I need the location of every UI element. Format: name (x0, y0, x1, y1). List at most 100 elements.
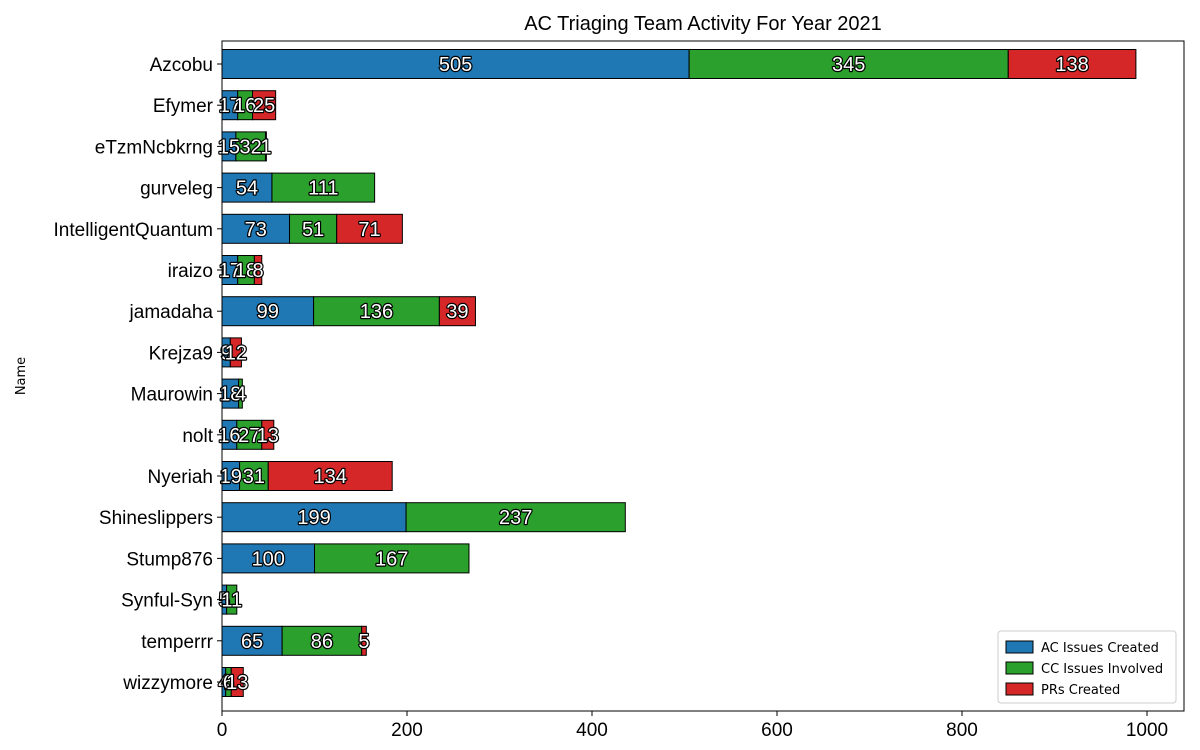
value-label: 18 (235, 260, 257, 282)
bar-segment (230, 667, 244, 697)
bar-segment (252, 90, 277, 121)
legend: AC Issues Created CC Issues Involved PRs C… (997, 630, 1177, 704)
value-label: 13 (226, 672, 248, 694)
bar-segment (336, 213, 403, 244)
value-label: 39 (446, 301, 468, 323)
legend-label: PRs Created (1041, 683, 1120, 698)
bar-segment (221, 502, 407, 533)
value-label: 13 (257, 425, 279, 447)
category-label: Efymer (153, 96, 214, 117)
x-tick-label: 400 (576, 720, 608, 741)
bar-segment (261, 419, 275, 450)
bar-segment (361, 625, 367, 656)
value-label: 199 (297, 507, 330, 529)
bar-segment (221, 213, 291, 244)
value-label: 138 (1055, 54, 1088, 76)
bar-segment (264, 131, 267, 162)
y-axis-label: Name (14, 357, 29, 395)
bar-segment (1007, 49, 1137, 79)
category-label: Synful-Syn (121, 591, 213, 612)
value-label: 12 (225, 342, 247, 364)
category-label: gurveleg (140, 179, 213, 200)
x-axis-ticks-layer: 0 200 400 600 800 1000 (217, 711, 1168, 741)
value-label: 237 (499, 507, 532, 529)
value-label: 505 (439, 54, 472, 76)
category-label: Stump876 (126, 549, 213, 570)
value-label: 4 (218, 672, 229, 694)
x-tick-label: 1000 (1126, 720, 1168, 741)
value-label: 99 (257, 301, 279, 323)
bar-segment (267, 461, 393, 491)
value-label: 9 (221, 342, 232, 364)
value-label: 111 (308, 178, 338, 200)
value-label: 6 (223, 672, 234, 694)
bar-segment (221, 296, 315, 327)
bar-segment (253, 255, 263, 285)
category-label: IntelligentQuantum (54, 220, 214, 241)
category-label: Azcobu (150, 55, 213, 76)
value-label: 134 (314, 466, 347, 488)
value-label: 167 (375, 548, 408, 570)
bar-segment (221, 625, 283, 656)
bar-segment (314, 543, 470, 574)
value-label: 5 (358, 631, 369, 653)
value-label: 31 (243, 466, 265, 488)
bar-segment (238, 378, 243, 409)
category-label: iraizo (168, 261, 213, 282)
bar-segment (221, 49, 690, 79)
value-label: 51 (302, 219, 324, 241)
value-label: 136 (360, 301, 393, 323)
x-tick-label: 800 (946, 720, 978, 741)
category-label: temperrr (141, 632, 213, 653)
bars-layer (221, 49, 1137, 697)
value-label: 32 (240, 136, 262, 158)
x-tick-label: 200 (391, 720, 423, 741)
category-label: eTzmNcbkrng (95, 137, 213, 158)
value-label: 1 (260, 136, 271, 158)
bar-segment (221, 172, 273, 203)
bar-segment (226, 584, 238, 615)
category-label: nolt (182, 426, 213, 447)
category-label: Krejza9 (149, 343, 213, 364)
category-label: jamadaha (129, 302, 214, 323)
legend-label: AC Issues Created (1041, 641, 1159, 656)
category-label: Maurowin (131, 385, 213, 406)
chart-title: AC Triaging Team Activity For Year 2021 (524, 13, 882, 35)
bar-segment (229, 337, 242, 368)
value-label: 25 (253, 95, 275, 117)
category-label: Shineslippers (99, 508, 213, 529)
plot-frame (221, 40, 1185, 712)
legend-swatch (1005, 640, 1034, 654)
value-label: 5 (219, 590, 230, 612)
legend-swatch (1005, 682, 1034, 696)
bar-segment (405, 502, 626, 533)
bar-segment (235, 131, 266, 162)
value-label: 27 (238, 425, 260, 447)
value-label: 71 (358, 219, 380, 241)
value-label: 16 (234, 95, 256, 117)
value-label: 73 (245, 219, 267, 241)
category-label: wizzymore (122, 673, 213, 694)
category-label: Nyeriah (148, 467, 213, 488)
x-tick-label: 600 (761, 720, 793, 741)
bar-segment (221, 543, 315, 574)
value-label: 65 (241, 631, 263, 653)
value-label: 54 (236, 178, 258, 200)
legend-label: CC Issues Involved (1041, 662, 1163, 677)
bar-segment (438, 296, 476, 327)
x-tick-label: 0 (217, 720, 228, 741)
value-label: 100 (252, 548, 285, 570)
value-label: 19 (220, 466, 242, 488)
legend-frame (997, 630, 1177, 704)
value-label: 15 (218, 136, 240, 158)
bar-segment (271, 172, 376, 203)
bar-segment (236, 419, 263, 450)
value-label: 16 (218, 425, 240, 447)
category-labels-layer: Azcobu Efymer eTzmNcbkrng gurveleg Intellige… (54, 55, 222, 694)
value-label: 8 (253, 260, 264, 282)
value-label: 86 (311, 631, 333, 653)
value-label: 345 (832, 54, 865, 76)
bar-segment (281, 625, 363, 656)
